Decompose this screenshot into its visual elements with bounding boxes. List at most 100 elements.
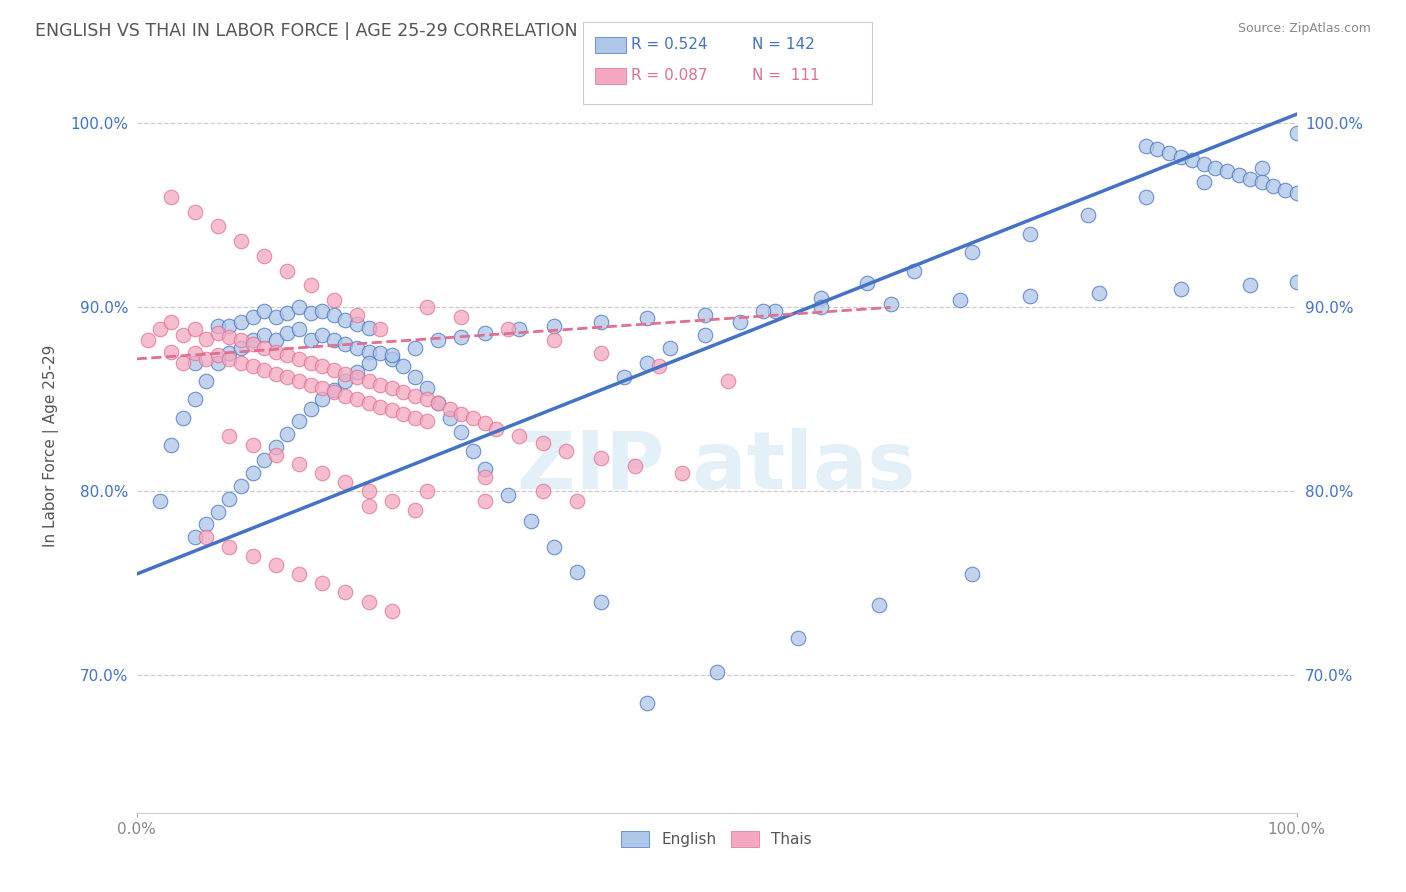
Point — [1135, 138, 1157, 153]
Point — [311, 576, 333, 591]
Point — [461, 443, 484, 458]
Point — [229, 334, 252, 348]
Point — [160, 344, 183, 359]
Text: N =  111: N = 111 — [752, 69, 820, 83]
Point — [335, 374, 357, 388]
Point — [474, 417, 496, 431]
Point — [288, 414, 311, 428]
Point — [786, 632, 808, 646]
Point — [949, 293, 972, 307]
Point — [404, 410, 426, 425]
Point — [960, 567, 983, 582]
Point — [404, 370, 426, 384]
Point — [960, 245, 983, 260]
Point — [242, 549, 264, 563]
Point — [276, 427, 298, 442]
Point — [868, 599, 890, 613]
Point — [346, 341, 368, 355]
Point — [474, 493, 496, 508]
Point — [253, 453, 276, 467]
Point — [1204, 161, 1226, 175]
Point — [335, 367, 357, 381]
Point — [554, 443, 576, 458]
Point — [346, 392, 368, 407]
Point — [264, 558, 287, 572]
Point — [427, 396, 450, 410]
Point — [671, 466, 693, 480]
Point — [299, 377, 322, 392]
Point — [763, 304, 786, 318]
Point — [567, 566, 589, 580]
Point — [1250, 175, 1272, 189]
Point — [1250, 161, 1272, 175]
Point — [229, 341, 252, 355]
Point — [253, 363, 276, 377]
Point — [229, 355, 252, 369]
Point — [299, 306, 322, 320]
Point — [392, 407, 415, 421]
Text: N = 142: N = 142 — [752, 37, 815, 52]
Point — [450, 407, 472, 421]
Point — [1181, 153, 1204, 168]
Point — [450, 330, 472, 344]
Point — [589, 346, 612, 360]
Point — [1018, 227, 1040, 241]
Point — [567, 493, 589, 508]
Point — [335, 475, 357, 490]
Point — [218, 318, 240, 333]
Point — [242, 334, 264, 348]
Point — [218, 491, 240, 506]
Point — [508, 322, 530, 336]
Point — [183, 355, 205, 369]
Point — [299, 278, 322, 293]
Legend: English, Thais: English, Thais — [616, 825, 818, 854]
Point — [136, 334, 159, 348]
Point — [207, 355, 229, 369]
Point — [183, 204, 205, 219]
Point — [1227, 168, 1250, 182]
Point — [381, 381, 404, 395]
Point — [322, 363, 344, 377]
Point — [322, 308, 344, 322]
Point — [543, 334, 565, 348]
Point — [276, 370, 298, 384]
Point — [242, 310, 264, 324]
Point — [903, 263, 925, 277]
Point — [264, 310, 287, 324]
Point — [253, 304, 276, 318]
Point — [474, 326, 496, 340]
Point — [195, 351, 218, 366]
Point — [229, 479, 252, 493]
Point — [160, 438, 183, 452]
Point — [311, 359, 333, 374]
Point — [1239, 171, 1261, 186]
Point — [276, 306, 298, 320]
Text: R = 0.524: R = 0.524 — [631, 37, 707, 52]
Point — [461, 410, 484, 425]
Y-axis label: In Labor Force | Age 25-29: In Labor Force | Age 25-29 — [44, 344, 59, 547]
Point — [357, 374, 380, 388]
Point — [1274, 183, 1296, 197]
Point — [276, 263, 298, 277]
Point — [404, 502, 426, 516]
Point — [1239, 278, 1261, 293]
Point — [346, 308, 368, 322]
Point — [381, 351, 404, 366]
Point — [474, 462, 496, 476]
Point — [531, 484, 554, 499]
Point — [311, 466, 333, 480]
Point — [288, 457, 311, 471]
Point — [439, 410, 461, 425]
Point — [810, 301, 832, 315]
Point — [474, 469, 496, 483]
Point — [706, 665, 728, 679]
Point — [311, 392, 333, 407]
Point — [299, 401, 322, 416]
Point — [728, 315, 751, 329]
Point — [183, 530, 205, 544]
Point — [647, 359, 669, 374]
Point — [357, 484, 380, 499]
Point — [415, 301, 437, 315]
Point — [357, 499, 380, 513]
Point — [589, 315, 612, 329]
